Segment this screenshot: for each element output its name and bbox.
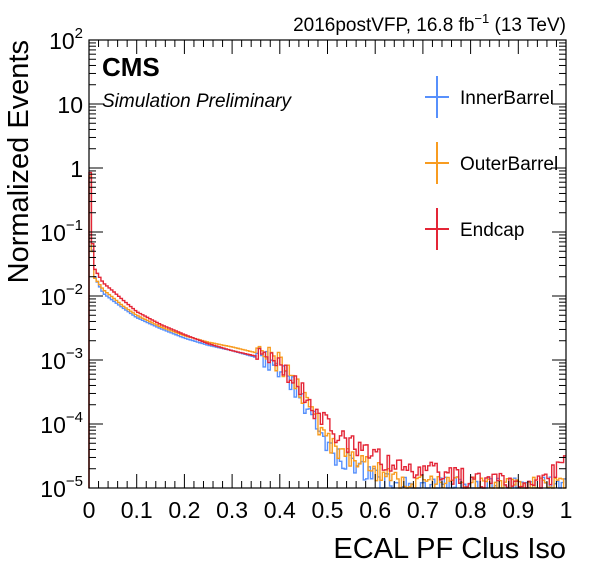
y-tick-label: 10−3: [40, 345, 83, 374]
y-tick-exponent: −1: [66, 217, 83, 234]
lumi-label: 2016postVFP, 16.8 fb−1 (13 TeV): [293, 11, 566, 36]
series-endcap-line: [88, 171, 566, 489]
legend-label: OuterBarrel: [460, 154, 558, 175]
y-tick-label: 10: [57, 92, 83, 118]
y-tick-base: 10: [57, 92, 83, 118]
y-tick-base: 10: [40, 412, 66, 438]
x-tick-label: 0.2: [168, 497, 200, 523]
y-tick-base: 10: [40, 348, 66, 374]
y-tick-label: 10−2: [40, 281, 83, 310]
y-tick-base: 10: [40, 284, 66, 310]
y-tick-exponent: −4: [66, 409, 83, 426]
axis-ticks: 0 0.1 0.2 0.3 0.4 0.5 0.6 0.7 0.8 0.9 110−510−410−…: [40, 25, 572, 523]
legend-label: InnerBarrel: [460, 88, 554, 109]
x-tick-label: 0.5: [312, 497, 344, 523]
y-tick-exponent: −3: [66, 345, 83, 362]
x-tick-label: 0.6: [359, 497, 391, 523]
legend: InnerBarrel OuterBarrel Endcap: [425, 76, 558, 250]
simulation-label: Simulation Preliminary: [102, 91, 293, 112]
y-tick-exponent: −2: [66, 281, 83, 298]
y-tick-base: 10: [40, 476, 66, 502]
y-tick-base: 1: [70, 156, 83, 182]
x-tick-label: 1: [560, 497, 573, 523]
x-tick-label: 0.3: [216, 497, 248, 523]
legend-entry-outerbarrel: OuterBarrel: [425, 142, 558, 184]
x-axis-title: ECAL PF Clus Iso: [333, 533, 566, 565]
y-tick-label: 102: [49, 25, 83, 54]
x-tick-label: 0.7: [407, 497, 439, 523]
y-tick-exponent: −5: [66, 473, 83, 490]
x-tick-label: 0.9: [502, 497, 534, 523]
y-tick-exponent: 2: [75, 25, 83, 42]
y-tick-label: 10−4: [40, 409, 83, 438]
x-tick-label: 0.4: [264, 497, 296, 523]
legend-entry-innerbarrel: InnerBarrel: [425, 76, 554, 118]
legend-label: Endcap: [460, 220, 524, 241]
y-axis-title: Normalized Events: [3, 40, 35, 283]
y-tick-label: 10−1: [40, 217, 83, 246]
y-tick-base: 10: [40, 220, 66, 246]
x-tick-label: 0: [83, 497, 96, 523]
y-tick-label: 10−5: [40, 473, 83, 502]
x-tick-label: 0.1: [121, 497, 153, 523]
y-tick-label: 1: [70, 156, 83, 182]
legend-entry-endcap: Endcap: [425, 208, 524, 250]
cms-label: CMS: [102, 52, 160, 82]
x-tick-label: 0.8: [455, 497, 487, 523]
y-tick-base: 10: [49, 28, 75, 54]
